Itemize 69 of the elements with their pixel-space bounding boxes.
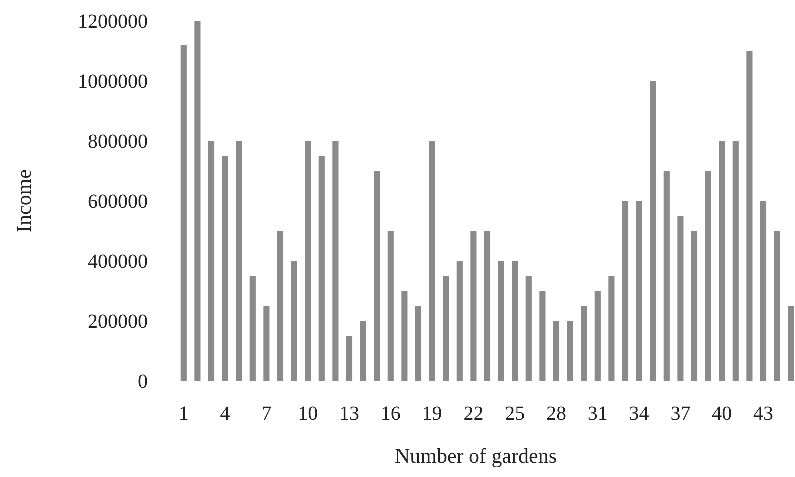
y-tick-label: 200000	[88, 311, 148, 333]
bar	[788, 306, 794, 381]
bar	[456, 261, 463, 381]
bar	[194, 21, 201, 381]
x-tick-label: 7	[262, 403, 272, 425]
bar	[567, 321, 574, 381]
bar	[318, 156, 325, 381]
bar	[691, 231, 698, 381]
bar	[208, 141, 215, 381]
x-axis-title: Number of gardens	[394, 444, 558, 468]
bar	[746, 51, 753, 381]
x-tick-label: 19	[422, 403, 442, 425]
y-axis-title: Income	[12, 170, 36, 232]
bar	[415, 306, 422, 381]
bar	[760, 201, 767, 381]
x-tick-label: 22	[464, 403, 484, 425]
y-tick-label: 800000	[88, 131, 148, 153]
bar	[594, 291, 601, 381]
y-tick-label: 0	[138, 371, 148, 393]
bar	[374, 171, 380, 381]
bar	[678, 216, 684, 381]
bar	[402, 291, 408, 381]
bar	[429, 141, 436, 381]
x-tick-label: 13	[340, 403, 360, 425]
bar	[360, 321, 366, 381]
bar	[264, 306, 270, 381]
bar	[180, 45, 187, 381]
bar	[498, 261, 504, 381]
bar	[470, 231, 477, 381]
x-tick-label: 16	[380, 403, 401, 425]
bar	[732, 141, 739, 381]
x-tick-label: 34	[629, 403, 650, 425]
bar	[636, 201, 642, 381]
x-tick-label: 40	[712, 403, 732, 425]
y-tick-label: 400000	[88, 251, 148, 273]
x-tick-label: 10	[298, 403, 318, 425]
bar	[222, 156, 228, 381]
bar	[332, 141, 339, 381]
bar	[622, 201, 629, 381]
x-tick-label: 37	[670, 403, 691, 425]
x-tick-label: 25	[505, 403, 526, 425]
x-tick-label: 1	[178, 403, 189, 425]
bar	[236, 141, 242, 381]
x-tick-label: 43	[754, 403, 774, 425]
bar	[305, 141, 312, 381]
bar	[388, 231, 394, 381]
bar	[443, 276, 450, 381]
bar	[774, 231, 780, 381]
bar	[526, 276, 532, 381]
bar	[484, 231, 491, 381]
y-tick-label: 1200000	[78, 11, 148, 33]
x-tick-label: 28	[546, 403, 566, 425]
y-tick-label: 1000000	[78, 71, 148, 93]
x-tick-label: 4	[220, 403, 230, 425]
bar	[664, 171, 670, 381]
bar	[553, 321, 560, 381]
bar	[608, 276, 615, 381]
bar	[650, 81, 656, 381]
bar	[719, 141, 726, 381]
bar	[512, 261, 518, 381]
x-tick-label: 31	[588, 403, 608, 425]
bar	[250, 276, 256, 381]
bar	[581, 306, 588, 381]
y-tick-label: 600000	[88, 191, 148, 213]
bar	[705, 171, 712, 381]
bar	[540, 291, 546, 381]
bar	[277, 231, 284, 381]
bar	[291, 261, 298, 381]
bar	[346, 336, 353, 381]
